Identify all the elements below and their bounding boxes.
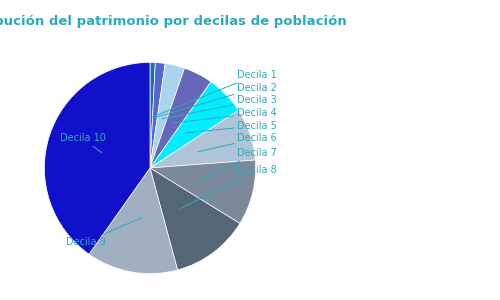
Text: Decila 10: Decila 10 (60, 134, 106, 153)
Wedge shape (150, 62, 165, 168)
Wedge shape (150, 110, 256, 168)
Text: Decila 3: Decila 3 (162, 95, 276, 119)
Text: Decila 5: Decila 5 (186, 121, 276, 133)
Text: Decila 4: Decila 4 (173, 108, 277, 123)
Wedge shape (150, 160, 256, 224)
Text: Decila 9: Decila 9 (66, 218, 141, 247)
Text: Decila 2: Decila 2 (155, 83, 276, 118)
Text: Decila 8: Decila 8 (180, 165, 276, 208)
Wedge shape (150, 62, 156, 168)
Text: Decila 1: Decila 1 (152, 70, 276, 117)
Wedge shape (150, 82, 238, 168)
Wedge shape (89, 168, 178, 274)
Wedge shape (150, 168, 240, 270)
Wedge shape (44, 62, 150, 254)
Wedge shape (150, 64, 184, 168)
Wedge shape (150, 68, 211, 168)
Text: Decila 7: Decila 7 (200, 148, 276, 180)
Title: Distribución del patrimonio por decilas de población: Distribución del patrimonio por decilas … (0, 15, 347, 28)
Text: Decila 6: Decila 6 (198, 134, 276, 152)
